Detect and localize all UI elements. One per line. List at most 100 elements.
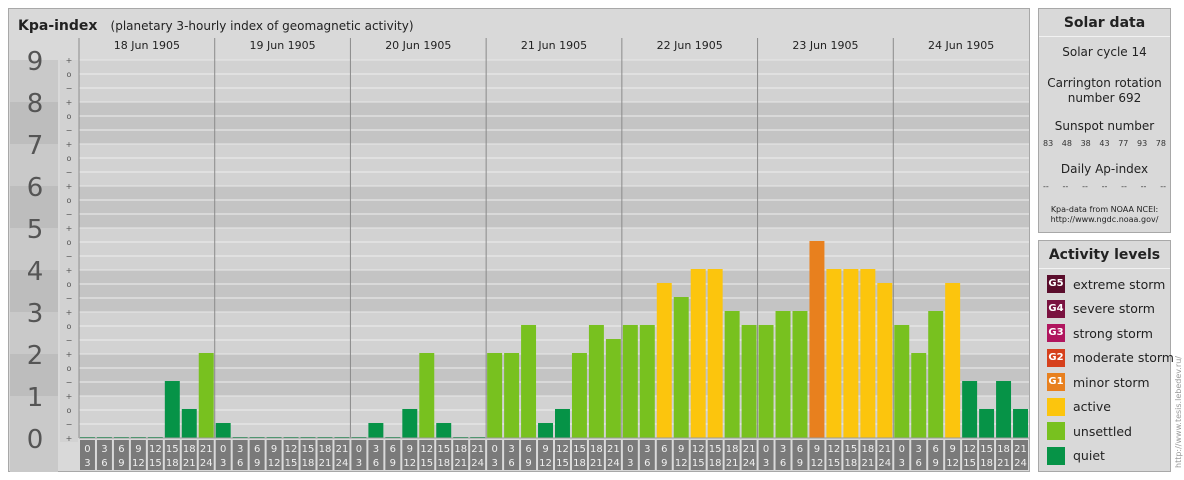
kp-bar (538, 423, 553, 438)
hour-label-box (266, 440, 282, 470)
kp-band (79, 228, 1029, 270)
hour-start-label: 3 (644, 444, 650, 455)
hour-label-box (1013, 440, 1028, 470)
hour-end-label: 3 (356, 458, 362, 469)
hour-start-label: 21 (1014, 444, 1027, 455)
activity-level-row: G1 minor storm (1047, 372, 1150, 392)
hour-start-label: 18 (726, 444, 739, 455)
hour-label-box (792, 440, 808, 470)
hour-label-box (588, 440, 604, 470)
y-tick-label: 3 (27, 299, 44, 329)
hour-end-label: 18 (845, 458, 858, 469)
ap-title: Daily Ap-index (1060, 162, 1149, 176)
hour-start-label: 0 (356, 444, 362, 455)
sub-tick-label: − (66, 210, 73, 219)
level-label: extreme storm (1073, 276, 1166, 292)
chart-title: Kpa-index (18, 18, 98, 34)
sub-tick-label: + (66, 140, 73, 149)
kp-bar (673, 297, 689, 438)
y-tick-label: 8 (27, 89, 44, 119)
hour-end-label: 12 (675, 458, 688, 469)
sunspot-value: 38 (1080, 139, 1091, 148)
level-color-swatch: G2 (1047, 348, 1065, 367)
hour-label-box (334, 440, 350, 470)
kp-bar (419, 353, 435, 438)
kp-bar (724, 311, 740, 438)
hour-start-label: 15 (573, 444, 586, 455)
hour-label-box (741, 440, 757, 470)
sub-tick-label: + (66, 350, 73, 359)
hour-end-label: 15 (556, 458, 569, 469)
hour-end-label: 12 (268, 458, 281, 469)
hour-end-label: 18 (437, 458, 450, 469)
kp-bar (504, 353, 520, 438)
sunspot-value: 83 (1043, 139, 1054, 148)
hour-label-box (249, 440, 265, 470)
hour-label-box (622, 440, 638, 470)
kp-bar (911, 353, 927, 438)
hour-label-box (911, 440, 927, 470)
level-color-swatch: G3 (1047, 324, 1065, 342)
hour-label-box (436, 440, 452, 470)
sub-tick-label: o (67, 406, 72, 415)
hour-label-box (996, 440, 1012, 470)
activity-panel-title: Activity levels (1039, 241, 1170, 269)
hour-start-label: 9 (135, 444, 141, 455)
activity-level-row: G3 strong storm (1047, 323, 1153, 343)
kp-bar (945, 282, 961, 438)
hour-label-box (860, 440, 876, 470)
solar-panel-title: Solar data (1039, 9, 1170, 37)
hour-end-label: 18 (302, 458, 315, 469)
hour-start-label: 9 (678, 444, 684, 455)
kp-bar (487, 353, 503, 438)
hour-start-label: 12 (692, 444, 705, 455)
hour-end-label: 15 (828, 458, 841, 469)
hour-start-label: 0 (491, 444, 497, 455)
sub-tick-label: + (66, 56, 73, 65)
hour-label-box (198, 440, 214, 470)
date-header-band (79, 38, 1029, 52)
hour-label-box (300, 440, 316, 470)
hour-end-label: 12 (946, 458, 959, 469)
kp-bar (436, 423, 452, 438)
hour-label-box (453, 440, 469, 470)
hour-label-box (232, 440, 248, 470)
hour-start-label: 21 (471, 444, 484, 455)
hour-label-box (283, 440, 299, 470)
hour-end-label: 3 (491, 458, 497, 469)
hour-start-label: 18 (590, 444, 603, 455)
hour-end-label: 6 (780, 458, 786, 469)
kp-bar (792, 311, 808, 438)
hour-label-box (113, 440, 129, 470)
hour-start-label: 18 (183, 444, 196, 455)
hour-end-label: 15 (149, 458, 162, 469)
level-label: moderate storm (1073, 350, 1174, 365)
kp-chart-panel: Kpa-index (planetary 3-hourly index of g… (8, 8, 1030, 472)
hour-start-label: 3 (508, 444, 514, 455)
hour-end-label: 24 (607, 458, 620, 469)
hour-label-box (605, 440, 621, 470)
hour-end-label: 21 (997, 458, 1010, 469)
hour-label-box (809, 440, 825, 470)
hour-end-label: 12 (539, 458, 552, 469)
activity-level-row: G5 extreme storm (1047, 274, 1165, 294)
kp-bar (894, 324, 910, 438)
hour-label-box (351, 440, 367, 470)
hour-label-box (504, 440, 520, 470)
hour-start-label: 0 (84, 444, 90, 455)
sub-tick-label: + (66, 308, 73, 317)
y-axis-band (10, 60, 58, 102)
level-color-swatch: G5 (1047, 275, 1065, 293)
activity-level-row: unsettled (1047, 421, 1132, 441)
hour-start-label: 15 (166, 444, 179, 455)
hour-start-label: 6 (118, 444, 124, 455)
hour-start-label: 9 (949, 444, 955, 455)
hour-label-box (690, 440, 706, 470)
hour-end-label: 21 (726, 458, 739, 469)
hour-end-label: 21 (590, 458, 603, 469)
y-tick-label: 4 (27, 257, 44, 287)
ap-values: -- -- -- -- -- -- -- (1039, 182, 1170, 191)
hour-start-label: 9 (407, 444, 413, 455)
hour-label-box (877, 440, 893, 470)
y-tick-label: 0 (27, 425, 44, 455)
